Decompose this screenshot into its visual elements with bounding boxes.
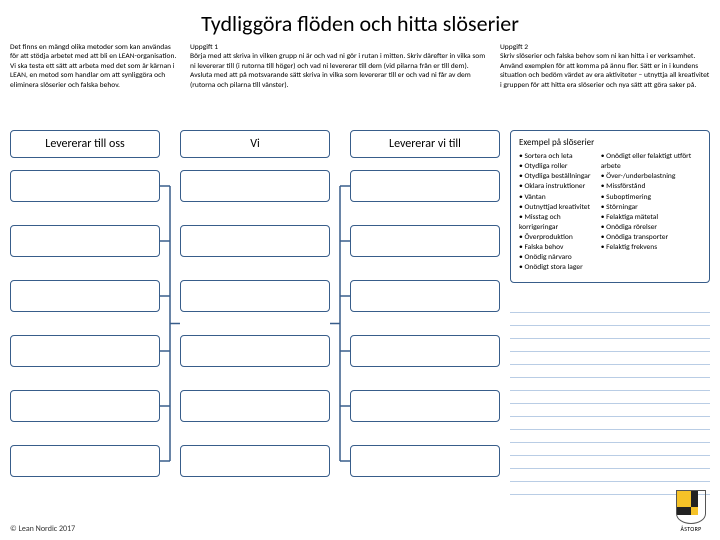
box-left-1	[10, 225, 160, 257]
examples-title: Exempel på slöserier	[519, 137, 701, 148]
example-item: Felaktig frekvens	[601, 243, 701, 253]
note-line	[510, 313, 710, 326]
logo-text: ÅSTORP	[672, 525, 710, 533]
intro-text: Det finns en mängd olika metoder som kan…	[10, 43, 180, 90]
box-mid-4	[180, 390, 330, 422]
note-line	[510, 300, 710, 313]
logo: ÅSTORP	[672, 490, 710, 534]
note-line	[510, 391, 710, 404]
example-item: Falska behov	[519, 243, 593, 253]
example-item: Otydliga beställningar	[519, 172, 593, 182]
note-line	[510, 326, 710, 339]
note-line	[510, 378, 710, 391]
col-header-left: Levererar till oss	[10, 130, 160, 158]
col-header-right: Levererar vi till	[350, 130, 500, 158]
example-item: Onödig närvaro	[519, 253, 593, 263]
example-item: Onödigt eller felaktigt utfört arbete	[601, 152, 701, 172]
note-line	[510, 417, 710, 430]
note-line	[510, 443, 710, 456]
box-mid-5	[180, 445, 330, 477]
box-left-5	[10, 445, 160, 477]
example-item: Outnyttjad kreativitet	[519, 203, 593, 213]
note-line	[510, 365, 710, 378]
box-left-0	[10, 170, 160, 202]
examples-right: Onödigt eller felaktigt utfört arbeteÖve…	[601, 152, 701, 274]
page-title: Tydliggöra flöden och hitta slöserier	[0, 0, 720, 43]
example-item: Misstag och korrigeringar	[519, 213, 593, 233]
box-mid-2	[180, 280, 330, 312]
example-item: Över-/underbelastning	[601, 172, 701, 182]
box-left-2	[10, 280, 160, 312]
note-line	[510, 430, 710, 443]
example-item: Missförstånd	[601, 182, 701, 192]
example-item: Oklara instruktioner	[519, 182, 593, 192]
box-right-0	[350, 170, 500, 202]
box-left-4	[10, 390, 160, 422]
example-item: Onödiga rörelser	[601, 223, 701, 233]
examples-panel: Exempel på slöserier Sortera och letaOty…	[510, 130, 710, 283]
box-right-3	[350, 335, 500, 367]
flow-diagram: Levererar till oss Vi Levererar vi till	[10, 130, 500, 510]
task1: Uppgift 1 Börja med att skriva in vilken…	[190, 43, 490, 90]
note-line	[510, 404, 710, 417]
note-line	[510, 469, 710, 482]
example-item: Störningar	[601, 203, 701, 213]
example-item: Onödigt stora lager	[519, 263, 593, 273]
task2: Uppgift 2 Skriv slöserier och falska beh…	[500, 43, 710, 90]
shield-icon	[676, 490, 706, 524]
col-header-mid: Vi	[180, 130, 330, 158]
note-line	[510, 352, 710, 365]
box-mid-1	[180, 225, 330, 257]
note-line	[510, 456, 710, 469]
example-item: Otydliga roller	[519, 162, 593, 172]
notes-area	[510, 300, 710, 495]
example-item: Överproduktion	[519, 233, 593, 243]
note-line	[510, 339, 710, 352]
box-left-3	[10, 335, 160, 367]
intro-row: Det finns en mängd olika metoder som kan…	[0, 43, 720, 96]
box-right-5	[350, 445, 500, 477]
footer-copyright: © Lean Nordic 2017	[10, 524, 75, 534]
task1-body: Börja med att skriva in vilken grupp ni …	[190, 52, 490, 90]
box-right-2	[350, 280, 500, 312]
example-item: Felaktiga mätetal	[601, 213, 701, 223]
box-mid-0	[180, 170, 330, 202]
task2-head: Uppgift 2	[500, 43, 710, 52]
example-item: Väntan	[519, 193, 593, 203]
task2-body: Skriv slöserier och falska behov som ni …	[500, 52, 710, 90]
example-item: Suboptimering	[601, 193, 701, 203]
task1-head: Uppgift 1	[190, 43, 490, 52]
box-right-4	[350, 390, 500, 422]
examples-left: Sortera och letaOtydliga rollerOtydliga …	[519, 152, 593, 274]
example-item: Sortera och leta	[519, 152, 593, 162]
box-right-1	[350, 225, 500, 257]
example-item: Onödiga transporter	[601, 233, 701, 243]
box-mid-3	[180, 335, 330, 367]
